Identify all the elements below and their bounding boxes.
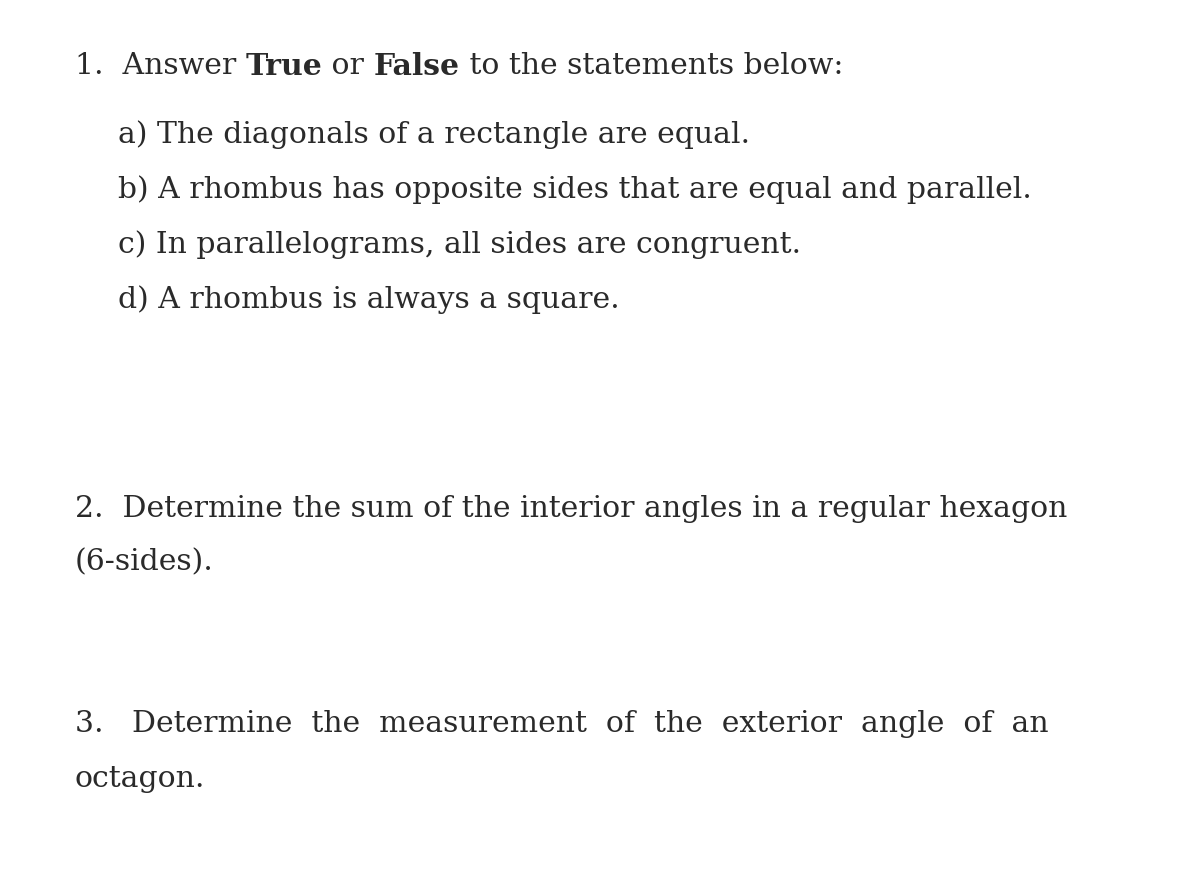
Text: or: or — [323, 52, 374, 80]
Text: 3.   Determine  the  measurement  of  the  exterior  angle  of  an: 3. Determine the measurement of the exte… — [74, 710, 1049, 738]
Text: d) A rhombus is always a square.: d) A rhombus is always a square. — [118, 285, 619, 314]
Text: True: True — [246, 52, 323, 81]
Text: False: False — [374, 52, 460, 81]
Text: octagon.: octagon. — [74, 765, 205, 793]
Text: 2.  Determine the sum of the interior angles in a regular hexagon: 2. Determine the sum of the interior ang… — [74, 495, 1067, 523]
Text: (6-sides).: (6-sides). — [74, 548, 214, 576]
Text: 1.  Answer: 1. Answer — [74, 52, 246, 80]
Text: c) In parallelograms, all sides are congruent.: c) In parallelograms, all sides are cong… — [118, 230, 802, 259]
Text: b) A rhombus has opposite sides that are equal and parallel.: b) A rhombus has opposite sides that are… — [118, 175, 1032, 203]
Text: to the statements below:: to the statements below: — [460, 52, 844, 80]
Text: a) The diagonals of a rectangle are equal.: a) The diagonals of a rectangle are equa… — [118, 120, 750, 149]
